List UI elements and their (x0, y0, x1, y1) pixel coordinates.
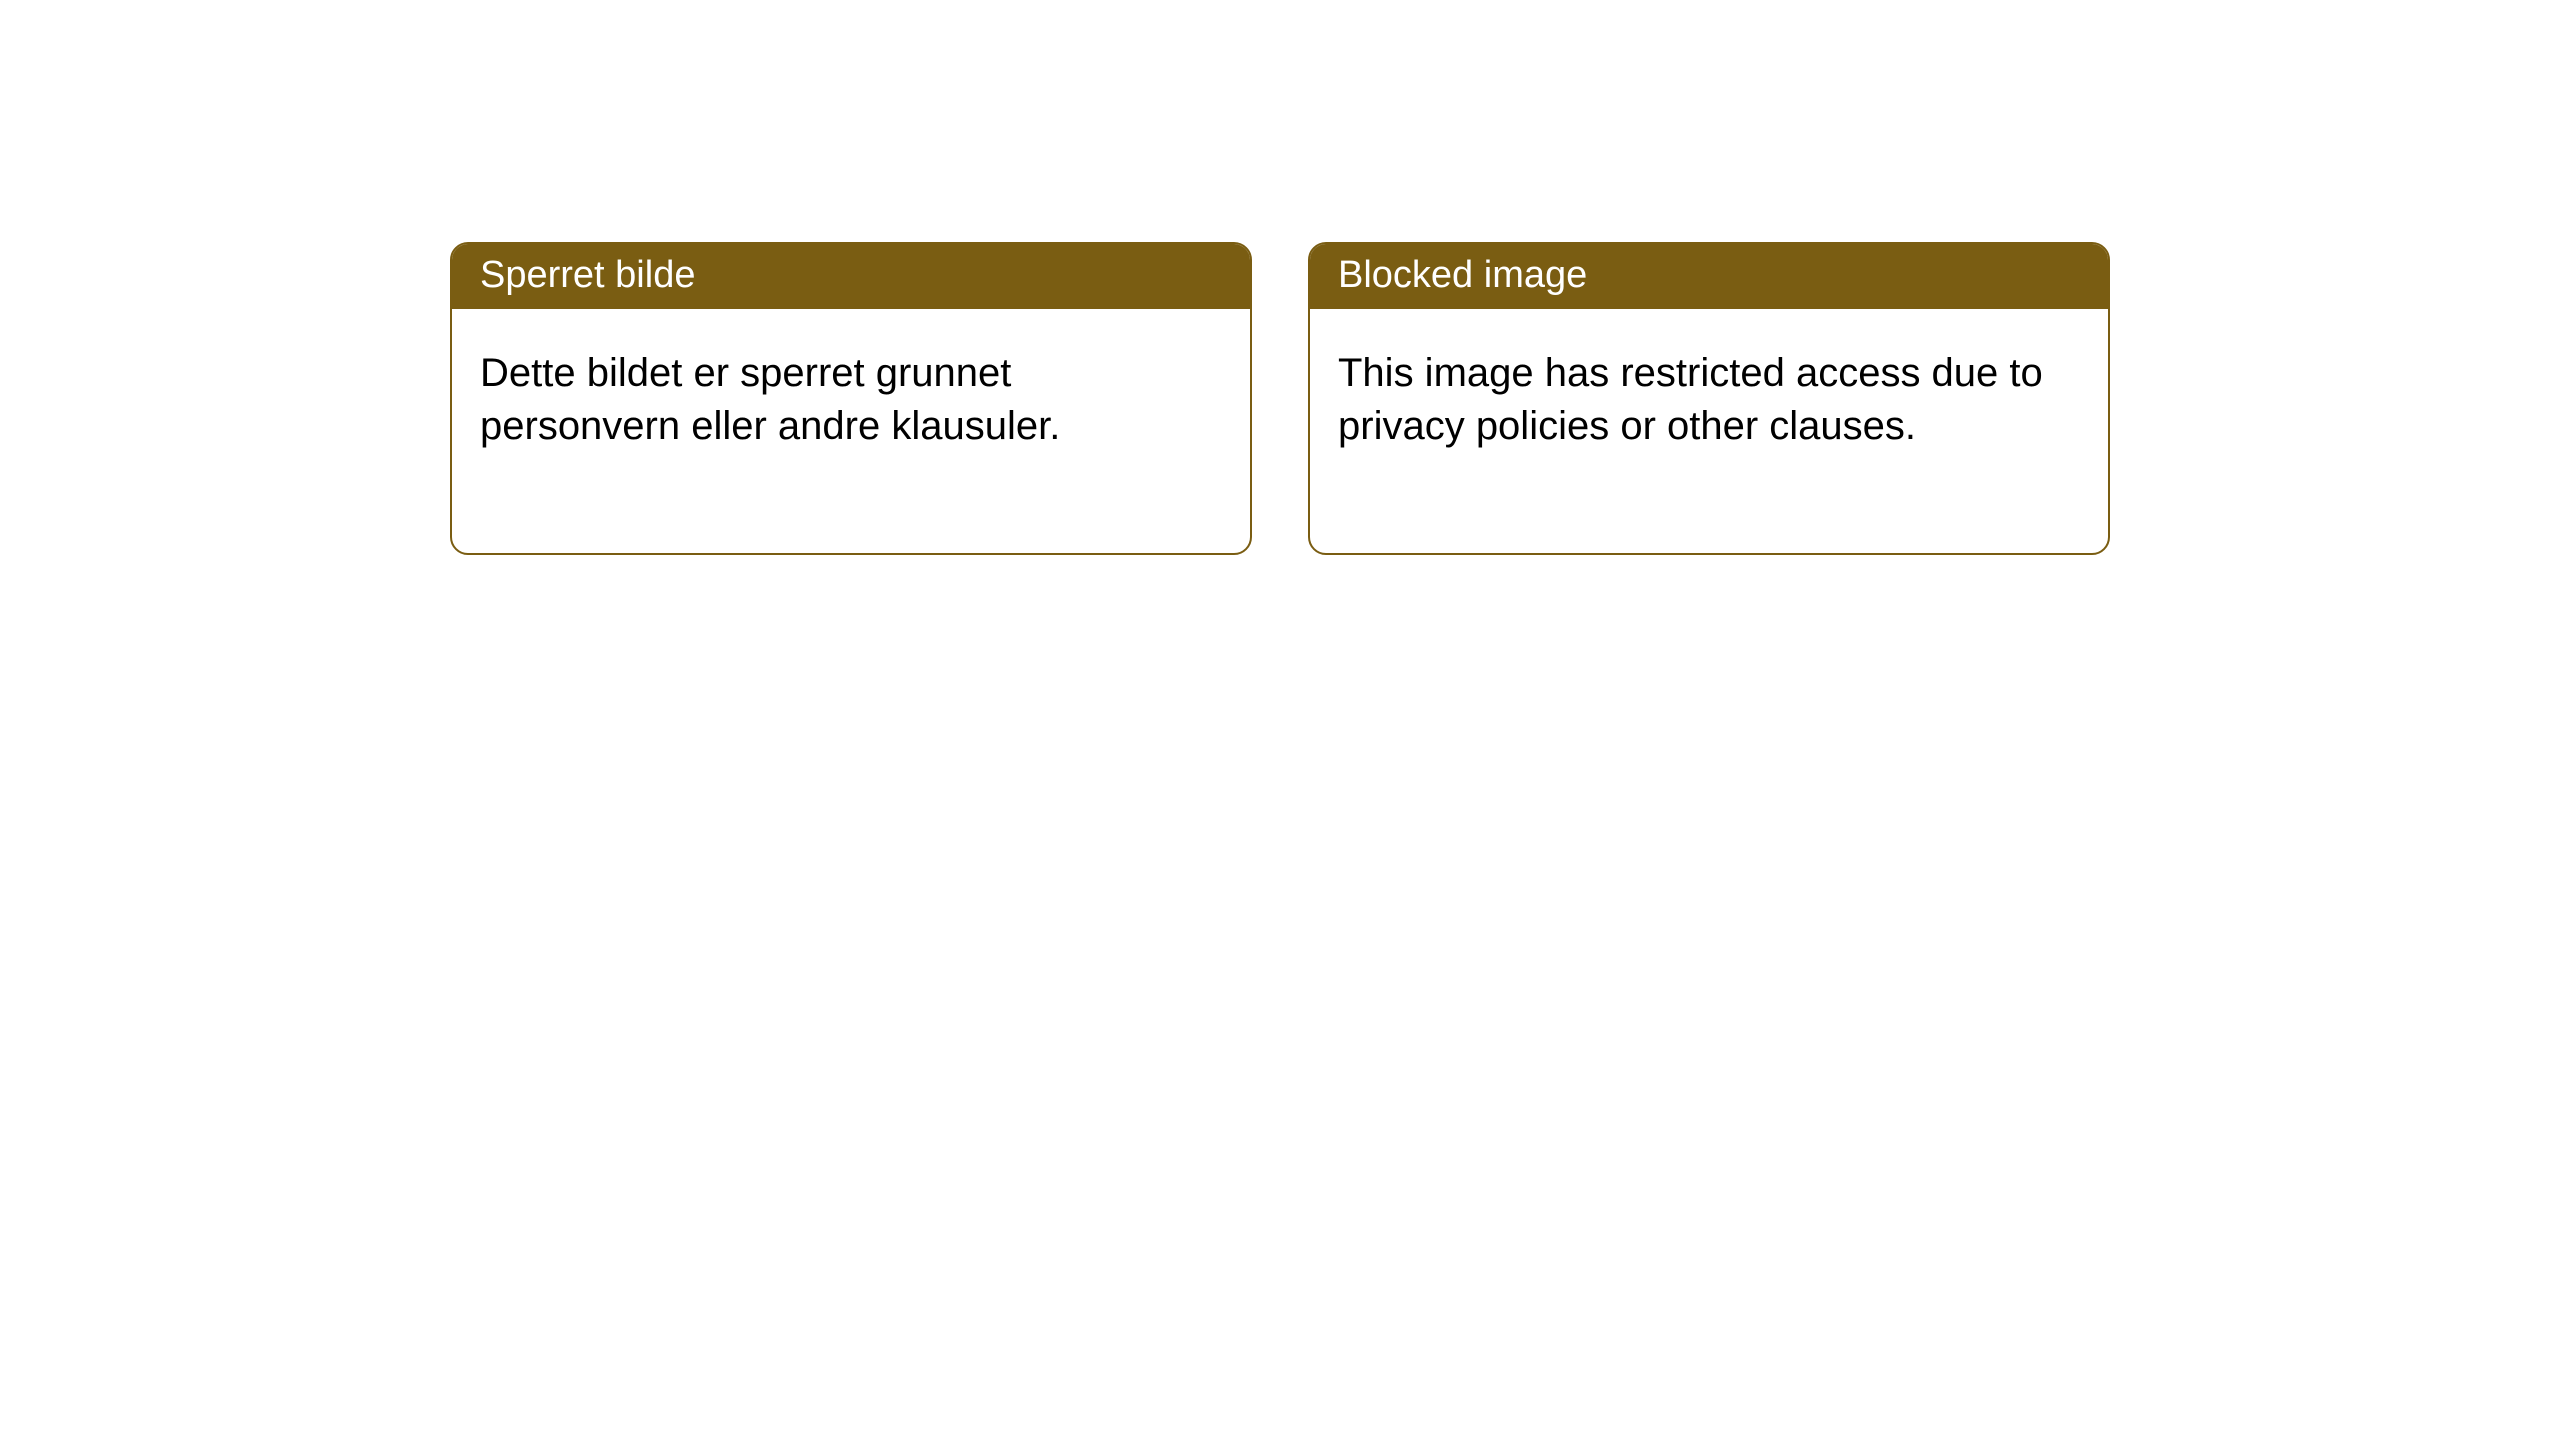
card-body-text: Dette bildet er sperret grunnet personve… (480, 351, 1060, 448)
card-body: This image has restricted access due to … (1310, 309, 2108, 553)
blocked-card-no: Sperret bilde Dette bildet er sperret gr… (450, 242, 1252, 555)
blocked-card-en: Blocked image This image has restricted … (1308, 242, 2110, 555)
blocked-image-notice-container: Sperret bilde Dette bildet er sperret gr… (450, 242, 2110, 555)
card-body-text: This image has restricted access due to … (1338, 351, 2043, 448)
card-header-text: Sperret bilde (480, 254, 695, 296)
card-header: Blocked image (1310, 244, 2108, 309)
card-header-text: Blocked image (1338, 254, 1587, 296)
card-header: Sperret bilde (452, 244, 1250, 309)
card-body: Dette bildet er sperret grunnet personve… (452, 309, 1250, 553)
